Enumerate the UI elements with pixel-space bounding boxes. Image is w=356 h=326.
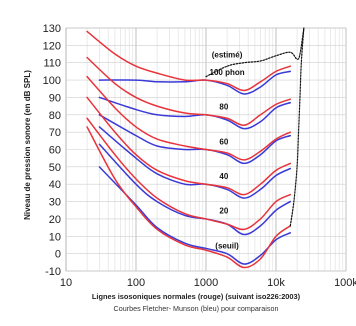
y-tick-label: 50 — [49, 162, 61, 174]
x-axis-title: Lignes isosoniques normales (rouge) (sui… — [92, 292, 301, 301]
y-tick-label: 60 — [49, 145, 61, 157]
y-tick-label: 0 — [55, 249, 61, 261]
y-tick-label: -10 — [45, 266, 61, 278]
y-tick-label: 120 — [43, 40, 61, 52]
curve-label: (estimé) — [212, 51, 243, 60]
curves — [86, 27, 305, 269]
curve-labels: (estimé) 100 phon 80 60 40 20 (seuil) — [210, 51, 245, 251]
y-tick-label: 130 — [43, 23, 61, 35]
iso226-curve — [86, 56, 292, 126]
x-tick-labels: 10 100 1000 10k 100k — [60, 277, 356, 289]
curve-label: 20 — [219, 207, 228, 216]
iso226-curve — [86, 75, 292, 161]
iso226-curve — [86, 30, 292, 92]
curve-label: 60 — [219, 137, 228, 146]
iso226-curve — [86, 96, 292, 196]
iso226-curve — [86, 117, 292, 231]
y-tick-label: 30 — [49, 197, 61, 209]
iso226-curve — [86, 126, 292, 269]
curve-label: 100 phon — [210, 68, 245, 77]
y-tick-label: 100 — [43, 75, 61, 87]
y-tick-label: 80 — [49, 110, 61, 122]
x-tick-label: 100k — [334, 277, 356, 289]
x-tick-label: 10 — [60, 277, 72, 289]
y-tick-labels: -10 0 10 20 30 40 50 60 70 80 90 100 110 120 130 — [43, 23, 61, 278]
chart-subtitle: Courbes Fletcher- Munson (bleu) pour com… — [114, 304, 279, 313]
y-tick-label: 110 — [43, 58, 61, 70]
curve-label: 40 — [219, 172, 228, 181]
estimated-curve — [289, 27, 305, 227]
x-tick-label: 100 — [127, 277, 145, 289]
x-tick-label: 1000 — [194, 277, 218, 289]
y-tick-label: 10 — [49, 231, 61, 243]
y-tick-label: 40 — [49, 179, 61, 191]
x-tick-label: 10k — [267, 277, 285, 289]
y-tick-label: 70 — [49, 127, 61, 139]
curve-label: 80 — [219, 103, 228, 112]
y-tick-label: 20 — [49, 214, 61, 226]
y-tick-label: 90 — [49, 92, 61, 104]
estimated-curve — [205, 27, 305, 78]
curve-label: (seuil) — [215, 241, 239, 250]
y-axis-title: Niveau de pression sonore (en dB SPL) — [23, 70, 32, 220]
